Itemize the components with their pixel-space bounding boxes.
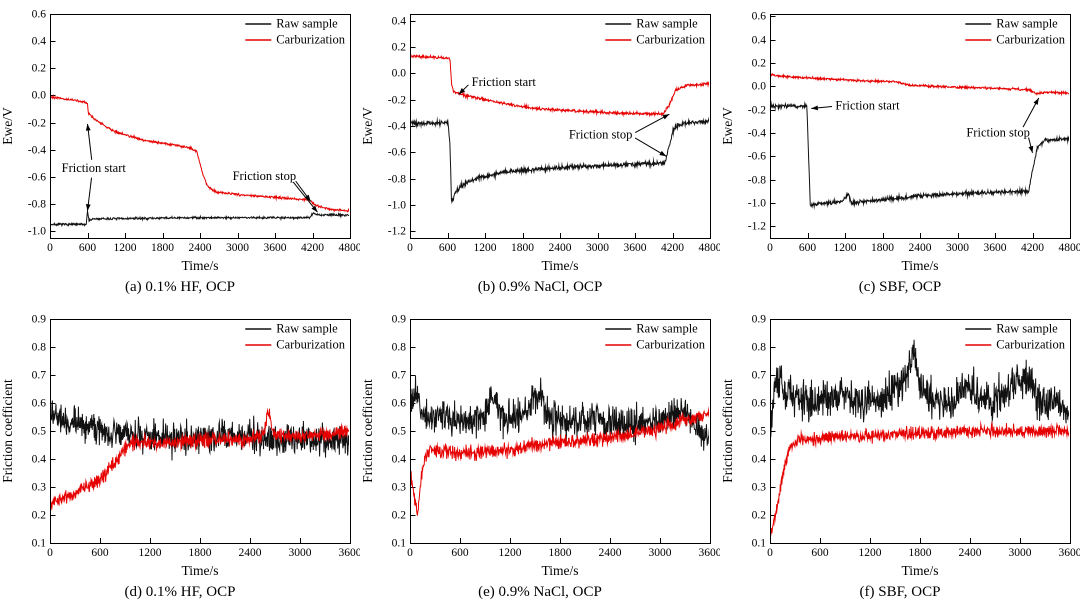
- chart-d-caption: (d) 0.1% HF, OCP: [124, 584, 236, 600]
- chart-c-caption: (c) SBF, OCP: [858, 279, 942, 295]
- chart-cell-e: (e) 0.9% NaCl, OCP: [360, 305, 720, 611]
- chart-cell-f: (f) SBF, OCP: [720, 305, 1080, 611]
- chart-b-caption: (b) 0.9% NaCl, OCP: [477, 279, 603, 295]
- chart-c-canvas: [720, 4, 1080, 276]
- chart-cell-b: (b) 0.9% NaCl, OCP: [360, 0, 720, 305]
- chart-a-canvas: [0, 4, 360, 276]
- chart-e-canvas: [360, 309, 720, 581]
- chart-a-caption: (a) 0.1% HF, OCP: [124, 279, 236, 295]
- chart-cell-a: (a) 0.1% HF, OCP: [0, 0, 360, 305]
- chart-f-caption: (f) SBF, OCP: [859, 584, 941, 600]
- chart-e-caption: (e) 0.9% NaCl, OCP: [478, 584, 602, 600]
- chart-cell-d: (d) 0.1% HF, OCP: [0, 305, 360, 611]
- chart-b-canvas: [360, 4, 720, 276]
- chart-f-canvas: [720, 309, 1080, 581]
- chart-d-canvas: [0, 309, 360, 581]
- chart-cell-c: (c) SBF, OCP: [720, 0, 1080, 305]
